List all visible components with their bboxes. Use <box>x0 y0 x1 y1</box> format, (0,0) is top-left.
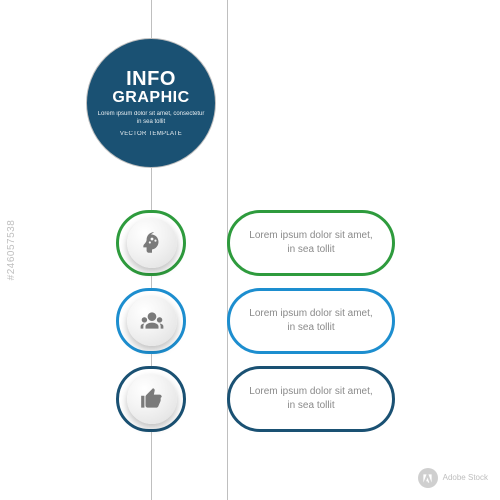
watermark-logo: Adobe Stock <box>418 468 488 488</box>
users-icon <box>127 296 177 346</box>
row-text: Lorem ipsum dolor sit amet, in sea tolli… <box>248 385 374 413</box>
info-row-2: Lorem ipsum dolor sit amet, in sea tolli… <box>0 288 500 358</box>
header-desc: Lorem ipsum dolor sit amet, consectetur … <box>97 111 205 127</box>
watermark-id: #246057538 <box>6 220 17 281</box>
head-gears-icon <box>127 218 177 268</box>
row-text: Lorem ipsum dolor sit amet, in sea tolli… <box>248 229 374 257</box>
text-capsule: Lorem ipsum dolor sit amet, in sea tolli… <box>227 288 395 354</box>
header-subtitle: VECTOR TEMPLATE <box>120 131 182 137</box>
header-title-line1: INFO <box>126 69 176 89</box>
icon-capsule <box>116 288 186 354</box>
thumbs-up-icon <box>127 374 177 424</box>
info-row-1: Lorem ipsum dolor sit amet, in sea tolli… <box>0 210 500 280</box>
icon-capsule <box>116 366 186 432</box>
row-text: Lorem ipsum dolor sit amet, in sea tolli… <box>248 307 374 335</box>
text-capsule: Lorem ipsum dolor sit amet, in sea tolli… <box>227 210 395 276</box>
icon-capsule <box>116 210 186 276</box>
header-title-line2: GRAPHIC <box>112 89 189 107</box>
text-capsule: Lorem ipsum dolor sit amet, in sea tolli… <box>227 366 395 432</box>
adobe-icon <box>418 468 438 488</box>
watermark-logo-text: Adobe Stock <box>443 474 488 483</box>
header-circle: INFO GRAPHIC Lorem ipsum dolor sit amet,… <box>86 38 216 168</box>
info-row-3: Lorem ipsum dolor sit amet, in sea tolli… <box>0 366 500 436</box>
